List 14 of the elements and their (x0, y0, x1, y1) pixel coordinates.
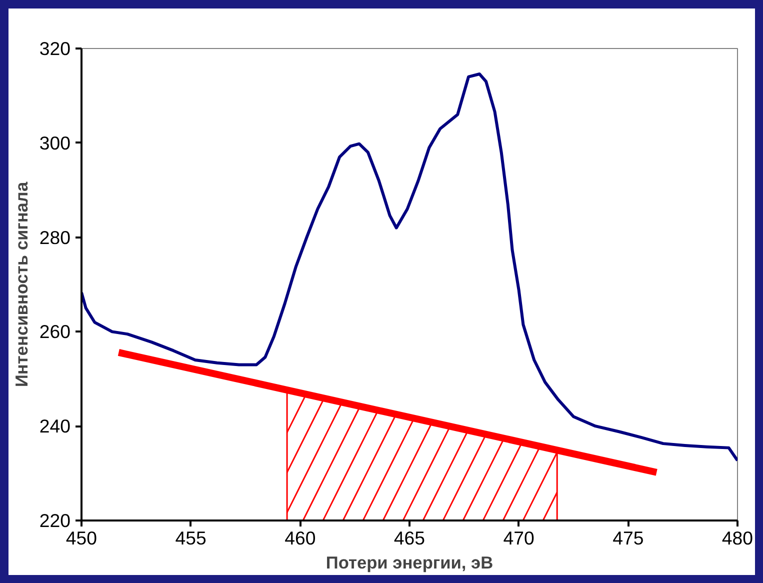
y-tick-label: 260 (39, 321, 71, 342)
y-tick-label: 280 (39, 226, 71, 248)
y-tick-label: 320 (39, 38, 71, 59)
line-series (82, 72, 738, 462)
x-tick-label: 470 (503, 528, 534, 548)
x-tick-label: 480 (722, 528, 754, 548)
x-axis-title: Потери энергии, эВ (326, 552, 494, 572)
y-axis-title: Интенсивность сигнала (11, 182, 32, 388)
y-tick-label: 240 (39, 416, 71, 437)
y-tick-label: 300 (39, 132, 71, 154)
x-tick-label: 455 (175, 528, 206, 548)
x-tick-label: 465 (394, 528, 426, 548)
x-tick-label: 475 (612, 528, 644, 548)
x-tick-label: 460 (284, 528, 316, 548)
